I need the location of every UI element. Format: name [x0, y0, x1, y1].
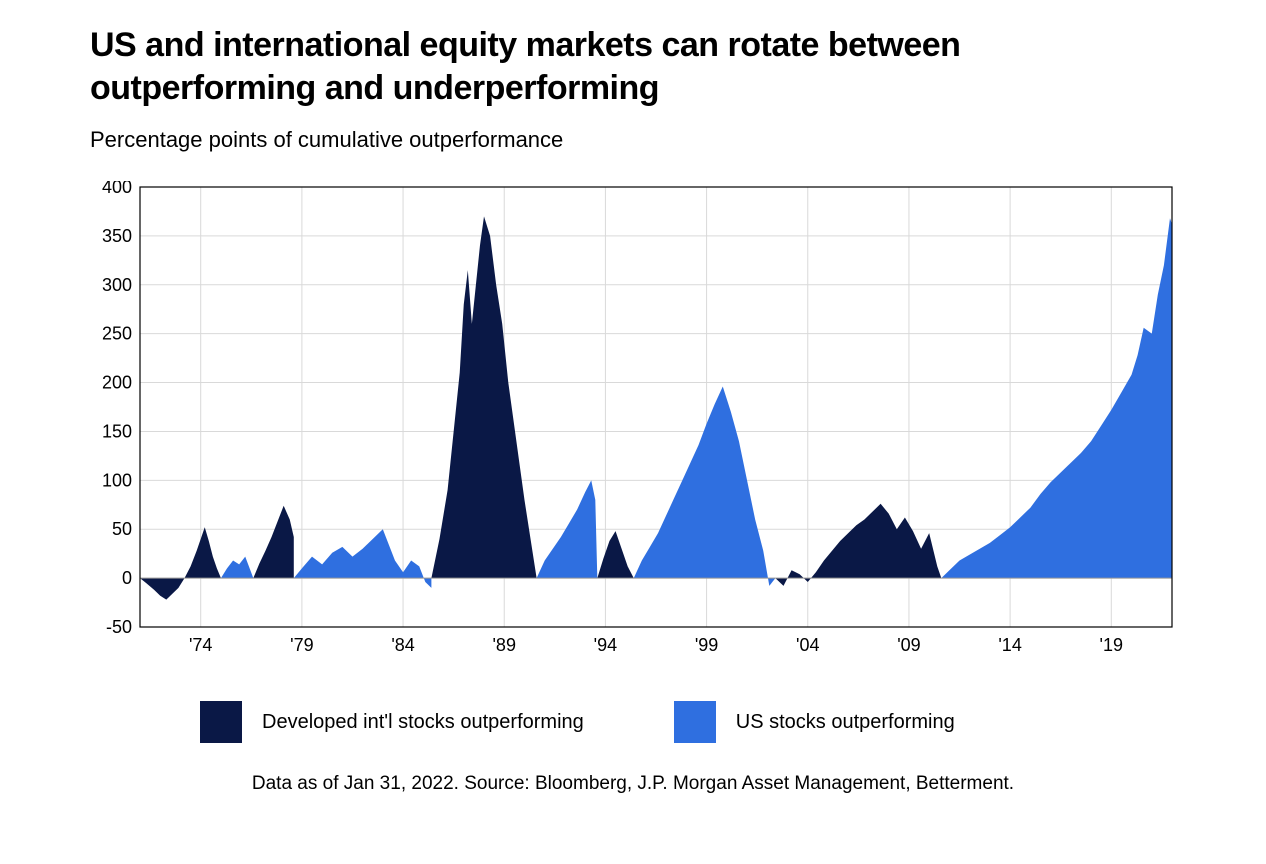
chart-subtitle: Percentage points of cumulative outperfo…: [90, 127, 1176, 153]
svg-text:'19: '19: [1100, 635, 1123, 655]
svg-text:'94: '94: [594, 635, 617, 655]
svg-text:'74: '74: [189, 635, 212, 655]
legend-swatch-us: [674, 701, 716, 743]
svg-text:50: 50: [112, 519, 132, 539]
svg-text:200: 200: [102, 373, 132, 393]
svg-text:'09: '09: [897, 635, 920, 655]
svg-text:'14: '14: [998, 635, 1021, 655]
legend-item-intl: Developed int'l stocks outperforming: [200, 701, 584, 743]
chart-svg: -50 0 50 100 150 200 250 300 350 400 '74 '79 '84 '89 '…: [90, 181, 1176, 661]
svg-text:150: 150: [102, 421, 132, 441]
svg-text:400: 400: [102, 181, 132, 197]
svg-text:100: 100: [102, 470, 132, 490]
svg-text:0: 0: [122, 568, 132, 588]
svg-text:'84: '84: [391, 635, 414, 655]
legend-swatch-intl: [200, 701, 242, 743]
svg-text:'04: '04: [796, 635, 819, 655]
chart-container: US and international equity markets can …: [0, 0, 1266, 864]
legend-label-intl: Developed int'l stocks outperforming: [262, 711, 584, 734]
legend-label-us: US stocks outperforming: [736, 711, 955, 734]
svg-text:'79: '79: [290, 635, 313, 655]
svg-text:-50: -50: [106, 617, 132, 637]
svg-text:'99: '99: [695, 635, 718, 655]
chart-plot: -50 0 50 100 150 200 250 300 350 400 '74 '79 '84 '89 '…: [90, 181, 1176, 661]
legend-item-us: US stocks outperforming: [674, 701, 955, 743]
svg-text:300: 300: [102, 275, 132, 295]
chart-title: US and international equity markets can …: [90, 24, 1176, 109]
legend: Developed int'l stocks outperforming US …: [90, 701, 1176, 743]
chart-source: Data as of Jan 31, 2022. Source: Bloombe…: [90, 773, 1176, 795]
svg-text:'89: '89: [493, 635, 516, 655]
svg-text:350: 350: [102, 226, 132, 246]
svg-text:250: 250: [102, 324, 132, 344]
